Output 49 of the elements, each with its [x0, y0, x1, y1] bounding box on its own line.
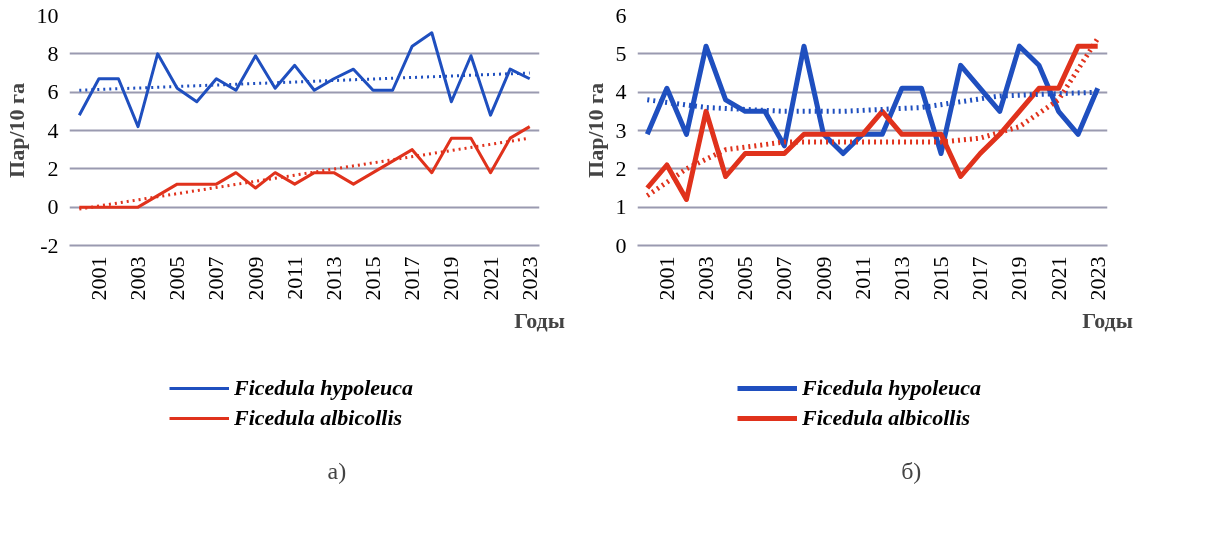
y-tick-label: 6	[615, 2, 627, 28]
y-axis-title: Пар/10 га	[582, 83, 608, 178]
x-tick-label: 2005	[164, 256, 190, 301]
x-tick-label: 2023	[1084, 256, 1110, 301]
y-tick-label: 0	[47, 194, 59, 220]
y-tick-label: 2	[615, 155, 627, 181]
text: б)	[901, 457, 922, 484]
legend-label: Ficedula hypoleuca	[802, 375, 982, 401]
x-tick-label: 2009	[810, 256, 836, 301]
x-tick-label: 2015	[928, 256, 954, 301]
text: а)	[327, 457, 347, 484]
y-tick-label: 0	[615, 232, 627, 258]
y-axis-title: Пар/10 га	[3, 83, 29, 178]
y-tick-label: 5	[615, 40, 627, 66]
x-tick-label: 2003	[125, 256, 151, 301]
y-tick-label: 4	[47, 117, 59, 143]
x-tick-label: 2011	[849, 256, 875, 300]
legend-label: Ficedula albicollis	[234, 405, 403, 431]
x-tick-label: 2001	[653, 256, 679, 301]
x-tick-label: 2019	[438, 256, 464, 301]
x-tick-label: 2013	[888, 256, 914, 301]
legend-label: Ficedula albicollis	[802, 405, 971, 431]
x-tick-label: 2015	[360, 256, 386, 301]
x-axis-title: Годы	[1082, 308, 1133, 334]
y-tick-label: 3	[615, 117, 627, 143]
x-tick-label: 2013	[320, 256, 346, 301]
x-tick-label: 2017	[399, 256, 425, 301]
x-tick-label: 2019	[1006, 256, 1032, 301]
x-tick-label: 2003	[693, 256, 719, 301]
x-tick-label: 2007	[771, 256, 797, 301]
y-tick-label: 6	[47, 79, 59, 105]
x-tick-label: 2007	[203, 256, 229, 301]
x-tick-label: 2023	[516, 256, 542, 301]
x-axis-title: Годы	[514, 308, 565, 334]
legend-label: Ficedula hypoleuca	[234, 375, 414, 401]
x-tick-label: 2021	[1045, 256, 1071, 301]
y-tick-label: 10	[36, 2, 59, 28]
x-tick-label: 2009	[242, 256, 268, 301]
y-tick-label: 1	[615, 194, 627, 220]
y-tick-label: 4	[615, 79, 627, 105]
x-tick-label: 2001	[85, 256, 111, 301]
line-series	[77, 31, 532, 129]
y-tick-label: 2	[47, 155, 59, 181]
x-tick-label: 2005	[732, 256, 758, 301]
x-tick-label: 2021	[477, 256, 503, 301]
x-tick-label: 2017	[967, 256, 993, 301]
x-tick-label: 2011	[281, 256, 307, 300]
y-tick-label: 8	[47, 40, 59, 66]
y-tick-label: -2	[40, 232, 59, 258]
